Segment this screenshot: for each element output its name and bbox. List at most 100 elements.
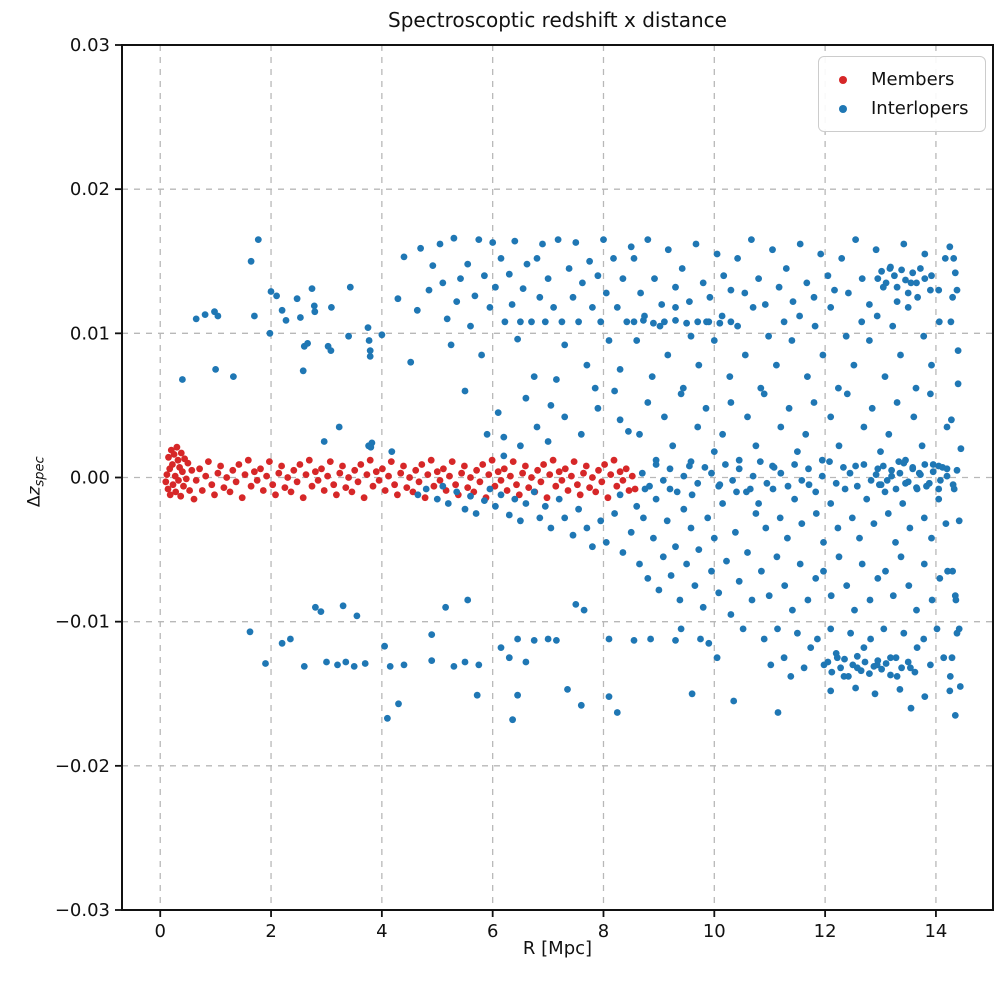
- data-point-interlopers: [820, 567, 827, 575]
- data-point-interlopers: [907, 279, 915, 287]
- data-point-interlopers: [658, 301, 666, 308]
- data-point-interlopers: [920, 332, 928, 340]
- data-point-interlopers: [651, 275, 658, 282]
- data-point-interlopers: [299, 367, 307, 375]
- data-point-members: [238, 494, 246, 502]
- data-point-interlopers: [800, 664, 808, 672]
- data-point-interlopers: [775, 283, 783, 291]
- data-point-interlopers: [443, 315, 451, 323]
- data-point-members: [263, 472, 270, 480]
- data-point-interlopers: [630, 255, 638, 262]
- data-point-interlopers: [780, 654, 788, 662]
- data-point-interlopers: [713, 654, 721, 662]
- data-point-interlopers: [394, 295, 402, 303]
- data-point-interlopers: [555, 495, 563, 503]
- data-point-members: [586, 484, 593, 491]
- data-point-interlopers: [666, 465, 674, 473]
- data-point-members: [192, 477, 200, 484]
- data-point-interlopers: [852, 462, 859, 470]
- data-point-interlopers: [536, 514, 544, 522]
- data-point-interlopers: [335, 423, 343, 431]
- data-point-interlopers: [861, 658, 869, 666]
- data-point-interlopers: [691, 582, 699, 589]
- data-point-interlopers: [913, 279, 920, 287]
- data-point-interlopers: [921, 461, 929, 468]
- data-point-members: [589, 474, 596, 481]
- data-point-members: [507, 472, 514, 480]
- data-point-interlopers: [273, 292, 280, 300]
- data-point-members: [528, 474, 535, 481]
- data-point-interlopers: [773, 361, 780, 369]
- data-point-interlopers: [920, 514, 928, 522]
- data-point-members: [211, 491, 218, 499]
- data-point-interlopers: [805, 465, 812, 473]
- y-tick-label: 0.00: [70, 468, 110, 489]
- data-point-interlopers: [251, 312, 258, 320]
- data-point-interlopers: [586, 257, 593, 265]
- data-point-interlopers: [769, 485, 777, 493]
- data-point-members: [326, 458, 334, 465]
- data-point-members: [461, 462, 468, 470]
- data-point-interlopers: [841, 485, 849, 493]
- data-point-interlopers: [951, 712, 959, 719]
- data-point-interlopers: [564, 686, 571, 693]
- data-point-interlopers: [597, 517, 605, 525]
- data-point-interlopers: [953, 466, 961, 474]
- x-tick-label: 12: [814, 921, 837, 942]
- data-point-interlopers: [913, 485, 921, 493]
- data-point-members: [458, 469, 465, 477]
- data-point-interlopers: [877, 481, 885, 489]
- data-point-interlopers: [744, 549, 751, 556]
- data-point-members: [409, 488, 417, 496]
- data-point-interlopers: [475, 236, 483, 244]
- data-point-interlopers: [885, 430, 893, 438]
- data-point-members: [324, 472, 331, 480]
- data-point-interlopers: [539, 240, 546, 248]
- data-point-interlopers: [950, 255, 958, 262]
- data-point-members: [582, 462, 590, 470]
- y-tick-label: 0.01: [70, 323, 110, 344]
- data-point-interlopers: [652, 495, 660, 503]
- data-point-interlopers: [897, 553, 905, 561]
- data-point-members: [440, 465, 447, 473]
- data-point-members: [259, 487, 267, 494]
- x-axis-label: R [Mpc]: [522, 938, 593, 959]
- data-point-interlopers: [517, 442, 524, 450]
- data-point-interlopers: [758, 567, 765, 575]
- data-point-interlopers: [475, 661, 483, 669]
- data-point-members: [403, 484, 411, 491]
- data-point-interlopers: [732, 528, 739, 536]
- data-point-interlopers: [334, 661, 341, 669]
- data-point-members: [174, 456, 182, 464]
- data-point-interlopers: [489, 239, 497, 246]
- data-point-interlopers: [517, 517, 524, 525]
- data-point-members: [184, 459, 192, 467]
- data-point-interlopers: [692, 240, 700, 248]
- data-point-interlopers: [796, 560, 804, 568]
- data-point-interlopers: [794, 448, 801, 455]
- data-point-interlopers: [788, 337, 796, 344]
- data-point-interlopers: [254, 236, 262, 244]
- data-point-members: [604, 494, 612, 502]
- data-point-interlopers: [884, 510, 892, 517]
- data-point-members: [320, 487, 328, 494]
- data-point-interlopers: [230, 373, 237, 380]
- data-point-interlopers: [708, 567, 715, 575]
- data-point-interlopers: [904, 304, 912, 311]
- data-point-members: [631, 485, 639, 493]
- data-point-members: [387, 458, 395, 465]
- data-point-interlopers: [769, 246, 776, 254]
- data-point-interlopers: [883, 477, 891, 484]
- data-point-interlopers: [589, 543, 596, 551]
- data-point-interlopers: [853, 652, 861, 660]
- data-point-interlopers: [481, 272, 488, 280]
- data-point-members: [166, 491, 174, 499]
- data-point-interlopers: [633, 502, 641, 510]
- data-point-interlopers: [547, 524, 555, 532]
- data-point-interlopers: [827, 500, 835, 507]
- data-point-members: [448, 458, 456, 465]
- data-point-interlopers: [866, 596, 874, 604]
- members-marker-icon: [839, 75, 847, 84]
- data-point-members: [525, 484, 533, 491]
- data-point-interlopers: [760, 390, 768, 398]
